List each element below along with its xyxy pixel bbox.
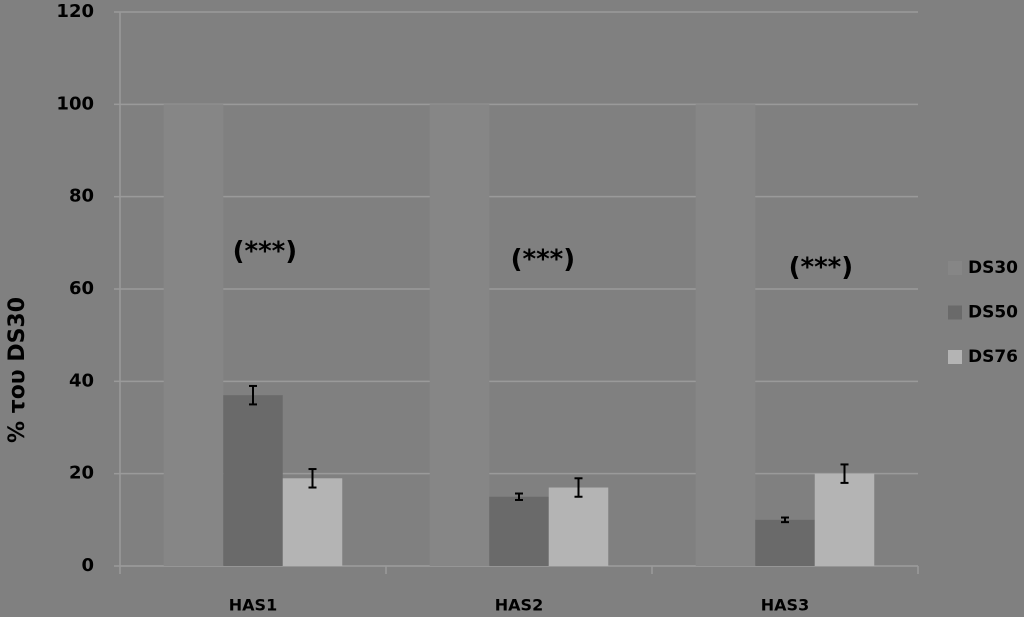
y-tick-label: 40	[69, 370, 94, 391]
annotation: (***)	[233, 237, 298, 267]
bar	[695, 104, 756, 566]
annotation: (***)	[789, 253, 854, 283]
bar	[223, 395, 283, 566]
error-bar	[781, 516, 789, 524]
error-bar	[308, 468, 317, 489]
legend-swatch	[948, 305, 962, 320]
bar	[548, 487, 609, 566]
y-axis-label: % του DS30	[5, 297, 30, 443]
error-bar	[840, 463, 849, 484]
bar	[814, 473, 875, 566]
error-bar	[249, 384, 257, 406]
y-tick-label: 0	[81, 555, 94, 576]
y-tick-label: 120	[56, 1, 94, 22]
y-tick-label: 20	[69, 463, 94, 484]
x-tick-label: HAS1	[229, 596, 277, 615]
y-tick-label: 80	[69, 186, 94, 207]
bar	[282, 478, 343, 566]
error-bar	[515, 492, 523, 501]
error-bar	[574, 477, 583, 498]
annotation: (***)	[511, 245, 576, 275]
bar	[755, 519, 815, 566]
legend-label: DS76	[968, 347, 1018, 367]
legend-label: DS50	[968, 303, 1018, 323]
y-tick-label: 100	[56, 93, 94, 114]
x-tick-label: HAS3	[761, 596, 809, 615]
bar	[163, 104, 224, 566]
y-tick-label: 60	[69, 278, 94, 299]
bar	[429, 104, 490, 566]
legend-swatch	[948, 350, 962, 364]
legend-label: DS30	[968, 258, 1018, 278]
bar	[489, 496, 549, 566]
x-tick-label: HAS2	[495, 596, 543, 615]
legend-swatch	[948, 261, 962, 275]
